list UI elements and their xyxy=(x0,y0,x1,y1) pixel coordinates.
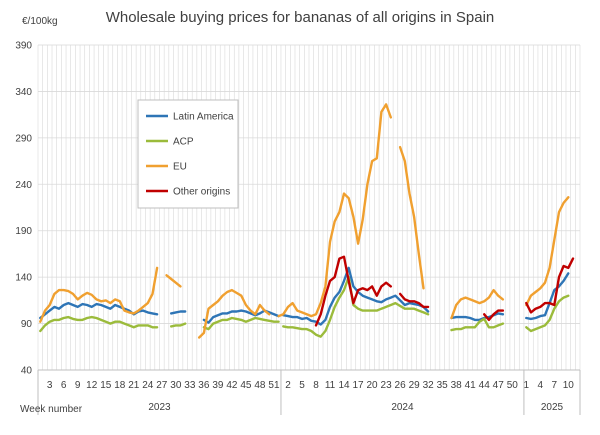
year-label: 2024 xyxy=(391,402,414,413)
series-line xyxy=(197,288,271,339)
series-line xyxy=(525,294,570,333)
y-tick-labels: 40 90 140 190 240 290 340 390 xyxy=(15,41,32,377)
x-tick-label: 10 xyxy=(563,380,575,391)
x-tick-label: 18 xyxy=(114,380,126,391)
x-tick-label: 23 xyxy=(381,380,393,391)
x-tick-label: 51 xyxy=(268,380,280,391)
year-label: 2023 xyxy=(148,402,171,413)
legend-label: Latin America xyxy=(173,112,234,123)
x-tick-label: 41 xyxy=(465,380,477,391)
year-label: 2025 xyxy=(541,402,564,413)
x-tick-label: 12 xyxy=(86,380,98,391)
legend-label: Other origins xyxy=(173,187,230,198)
x-tick-labels: 3 6 9 12 15 18 21 24 27 30 33 36 39 42 45 48 51 2 5 8 11 14 17… xyxy=(47,380,574,391)
series-line xyxy=(202,316,280,331)
y-tick-label: 40 xyxy=(21,366,33,377)
series-eu xyxy=(39,103,570,339)
x-tick-label: 32 xyxy=(423,380,435,391)
chart-title: Wholesale buying prices for bananas of a… xyxy=(106,9,495,26)
x-tick-label: 11 xyxy=(325,380,336,391)
series-line xyxy=(483,309,505,322)
x-tick-label: 17 xyxy=(352,380,364,391)
y-tick-label: 140 xyxy=(15,273,32,284)
y-tick-label: 390 xyxy=(15,41,32,52)
x-tick-label: 36 xyxy=(198,380,210,391)
x-tick-label: 6 xyxy=(61,380,67,391)
x-tick-label: 50 xyxy=(507,380,519,391)
y-tick-label: 190 xyxy=(15,226,32,237)
x-tick-label: 21 xyxy=(128,380,140,391)
x-tick-label: 14 xyxy=(338,380,350,391)
x-tick-label: 3 xyxy=(47,380,53,391)
x-tick-label: 42 xyxy=(226,380,238,391)
x-tick-label: 33 xyxy=(184,380,196,391)
x-tick-label: 20 xyxy=(367,380,379,391)
x-tick-label: 7 xyxy=(552,380,558,391)
series-line xyxy=(314,255,392,327)
series-line xyxy=(450,288,505,320)
series-acp xyxy=(39,275,570,338)
x-tick-label: 39 xyxy=(212,380,224,391)
x-tick-label: 47 xyxy=(493,380,505,391)
series-line xyxy=(398,145,425,290)
y-tick-label: 240 xyxy=(15,180,32,191)
y-tick-label: 290 xyxy=(15,133,32,144)
x-tick-label: 8 xyxy=(313,380,319,391)
series-line xyxy=(398,292,430,309)
x-tick-label: 45 xyxy=(240,380,252,391)
legend-label: ACP xyxy=(173,137,194,148)
x-axis-label: Week number xyxy=(20,404,83,415)
series-line xyxy=(277,103,392,318)
y-tick-label: 340 xyxy=(15,87,32,98)
series-line xyxy=(169,310,187,315)
x-tick-label: 27 xyxy=(156,380,168,391)
series-line xyxy=(165,274,182,288)
series-line xyxy=(525,257,575,314)
series-line xyxy=(282,266,430,326)
x-tick-label: 24 xyxy=(142,380,154,391)
series-other-origins xyxy=(314,255,575,327)
x-tick-label: 38 xyxy=(451,380,463,391)
x-tick-label: 44 xyxy=(479,380,491,391)
x-tick-label: 29 xyxy=(409,380,421,391)
x-tick-label: 9 xyxy=(75,380,81,391)
x-tick-label: 1 xyxy=(523,380,529,391)
x-tick-label: 35 xyxy=(437,380,449,391)
x-tick-label: 48 xyxy=(254,380,266,391)
series-line xyxy=(39,266,159,323)
series-line xyxy=(169,322,187,328)
y-tick-label: 90 xyxy=(21,319,33,330)
year-labels: 2023 2024 2025 xyxy=(37,370,581,415)
x-tick-label: 26 xyxy=(395,380,407,391)
series-lines xyxy=(39,103,575,339)
x-tick-label: 30 xyxy=(170,380,182,391)
x-tick-label: 4 xyxy=(538,380,544,391)
y-unit-label: €/100kg xyxy=(22,16,58,27)
x-tick-label: 2 xyxy=(285,380,291,391)
legend: Latin America ACP EU Other origins xyxy=(137,99,239,209)
series-line xyxy=(39,315,159,333)
legend-label: EU xyxy=(173,162,187,173)
series-line xyxy=(525,272,570,321)
series-line xyxy=(282,275,430,338)
series-line xyxy=(525,196,570,307)
x-tick-label: 15 xyxy=(100,380,112,391)
series-line xyxy=(450,317,505,332)
x-tick-label: 5 xyxy=(299,380,305,391)
